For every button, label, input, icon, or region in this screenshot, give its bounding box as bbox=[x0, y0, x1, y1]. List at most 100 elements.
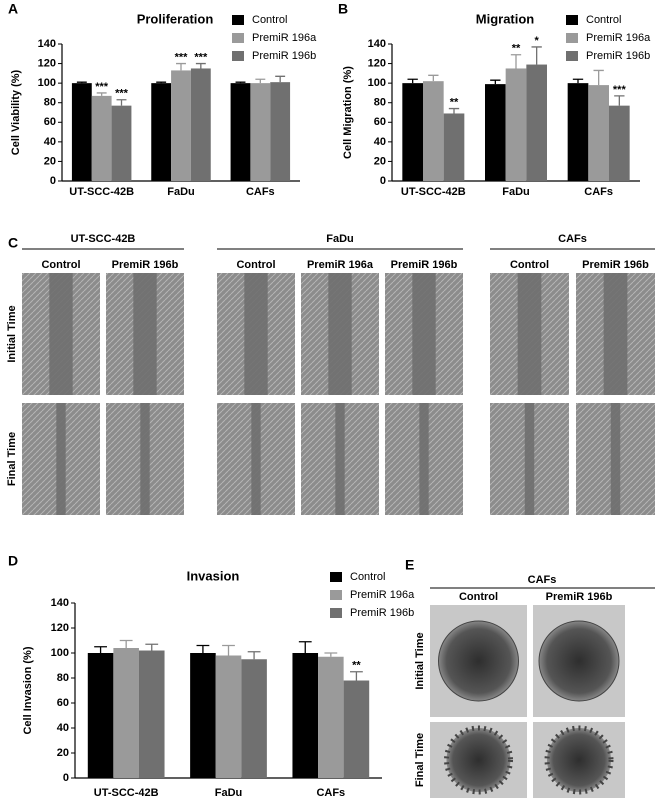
significance: *** bbox=[194, 51, 208, 63]
wound-gap bbox=[419, 403, 429, 515]
error-bar bbox=[448, 107, 460, 114]
y-axis-label: Cell Invasion (%) bbox=[22, 646, 34, 734]
bar bbox=[190, 68, 211, 181]
y-tick-label: 120 bbox=[38, 57, 56, 69]
y-tick-label: 0 bbox=[380, 175, 386, 187]
y-tick-label: 0 bbox=[50, 175, 56, 187]
panel-label: B bbox=[338, 1, 348, 17]
bar bbox=[190, 653, 216, 778]
bar bbox=[270, 82, 291, 181]
y-tick-label: 100 bbox=[51, 647, 69, 659]
significance: ** bbox=[512, 43, 521, 55]
spheroid bbox=[444, 725, 513, 795]
bar bbox=[241, 659, 267, 778]
error-bar bbox=[407, 78, 418, 84]
x-tick-label: FaDu bbox=[215, 787, 243, 799]
y-axis-label: Cell Viability (%) bbox=[10, 69, 22, 155]
y-tick-label: 60 bbox=[44, 116, 56, 128]
error-bar bbox=[116, 99, 127, 106]
bar bbox=[343, 680, 370, 778]
significance: * bbox=[535, 35, 540, 47]
significance: *** bbox=[613, 84, 627, 96]
bar bbox=[292, 653, 319, 778]
error-bar bbox=[94, 646, 107, 653]
legend-label: PremiR 196b bbox=[350, 607, 414, 619]
bar bbox=[567, 83, 589, 181]
spheroid bbox=[438, 620, 519, 702]
y-tick-label: 120 bbox=[368, 57, 386, 69]
wound-gap bbox=[335, 403, 345, 515]
legend-swatch bbox=[330, 590, 342, 600]
legend-swatch bbox=[232, 33, 244, 43]
wound-gap bbox=[251, 403, 261, 515]
column-title: Control bbox=[41, 259, 80, 271]
bar bbox=[588, 85, 609, 181]
x-tick-label: CAFs bbox=[246, 186, 275, 198]
legend-swatch bbox=[566, 15, 578, 25]
y-tick-label: 100 bbox=[38, 77, 56, 89]
significance: *** bbox=[115, 88, 129, 100]
y-tick-label: 20 bbox=[57, 747, 69, 759]
y-tick-label: 140 bbox=[51, 597, 69, 609]
wound-gap bbox=[140, 403, 150, 515]
bar bbox=[402, 83, 423, 181]
column-title: PremiR 196b bbox=[112, 259, 179, 271]
significance: *** bbox=[95, 81, 109, 93]
y-tick-label: 20 bbox=[374, 155, 386, 167]
y-tick-label: 60 bbox=[374, 116, 386, 128]
wound-gap bbox=[328, 273, 352, 395]
error-bar bbox=[614, 95, 625, 106]
legend-swatch bbox=[232, 51, 244, 61]
legend-swatch bbox=[232, 15, 244, 25]
error-bar bbox=[255, 78, 266, 84]
x-tick-label: UT-SCC-42B bbox=[69, 186, 134, 198]
error-bar bbox=[247, 651, 261, 660]
y-tick-label: 80 bbox=[44, 97, 56, 109]
wound-gap bbox=[412, 273, 436, 395]
error-bar bbox=[196, 644, 210, 653]
y-tick-label: 140 bbox=[38, 38, 56, 50]
bar bbox=[111, 105, 132, 181]
y-tick-label: 80 bbox=[57, 672, 69, 684]
legend-label: Control bbox=[252, 14, 287, 26]
error-bar bbox=[222, 644, 235, 656]
column-title: PremiR 196b bbox=[582, 259, 649, 271]
wound-gap bbox=[603, 273, 628, 395]
legend-label: PremiR 196b bbox=[586, 50, 650, 62]
legend-label: PremiR 196a bbox=[586, 32, 651, 44]
bar bbox=[71, 83, 92, 181]
chart-title: Invasion bbox=[187, 568, 240, 583]
chart-title: Proliferation bbox=[137, 11, 214, 26]
error-bar bbox=[145, 643, 159, 651]
x-tick-label: UT-SCC-42B bbox=[94, 787, 159, 799]
wound-gap bbox=[49, 273, 73, 395]
error-bar bbox=[76, 81, 87, 84]
group-title: FaDu bbox=[326, 233, 354, 245]
column-title: Control bbox=[510, 259, 549, 271]
column-title: PremiR 196a bbox=[307, 259, 374, 271]
y-tick-label: 40 bbox=[374, 136, 386, 148]
error-bar bbox=[324, 652, 338, 657]
error-bar bbox=[235, 81, 246, 84]
error-bar bbox=[428, 74, 439, 82]
bar bbox=[151, 83, 172, 181]
bar bbox=[423, 81, 444, 181]
error-bar bbox=[572, 78, 584, 84]
error-bar bbox=[119, 639, 133, 648]
group-title: CAFs bbox=[528, 574, 557, 586]
wound-gap bbox=[610, 403, 621, 515]
wound-gap bbox=[56, 403, 66, 515]
error-bar bbox=[510, 54, 522, 69]
legend-label: PremiR 196b bbox=[252, 50, 316, 62]
significance: *** bbox=[175, 51, 189, 63]
bar bbox=[505, 68, 527, 181]
legend-label: Control bbox=[586, 14, 621, 26]
wound-gap bbox=[133, 273, 157, 395]
bar bbox=[318, 656, 344, 778]
legend-label: Control bbox=[350, 571, 385, 583]
column-title: Control bbox=[236, 259, 275, 271]
row-label: Initial Time bbox=[6, 305, 18, 362]
error-bar bbox=[593, 69, 604, 86]
panel-label: C bbox=[8, 235, 18, 251]
